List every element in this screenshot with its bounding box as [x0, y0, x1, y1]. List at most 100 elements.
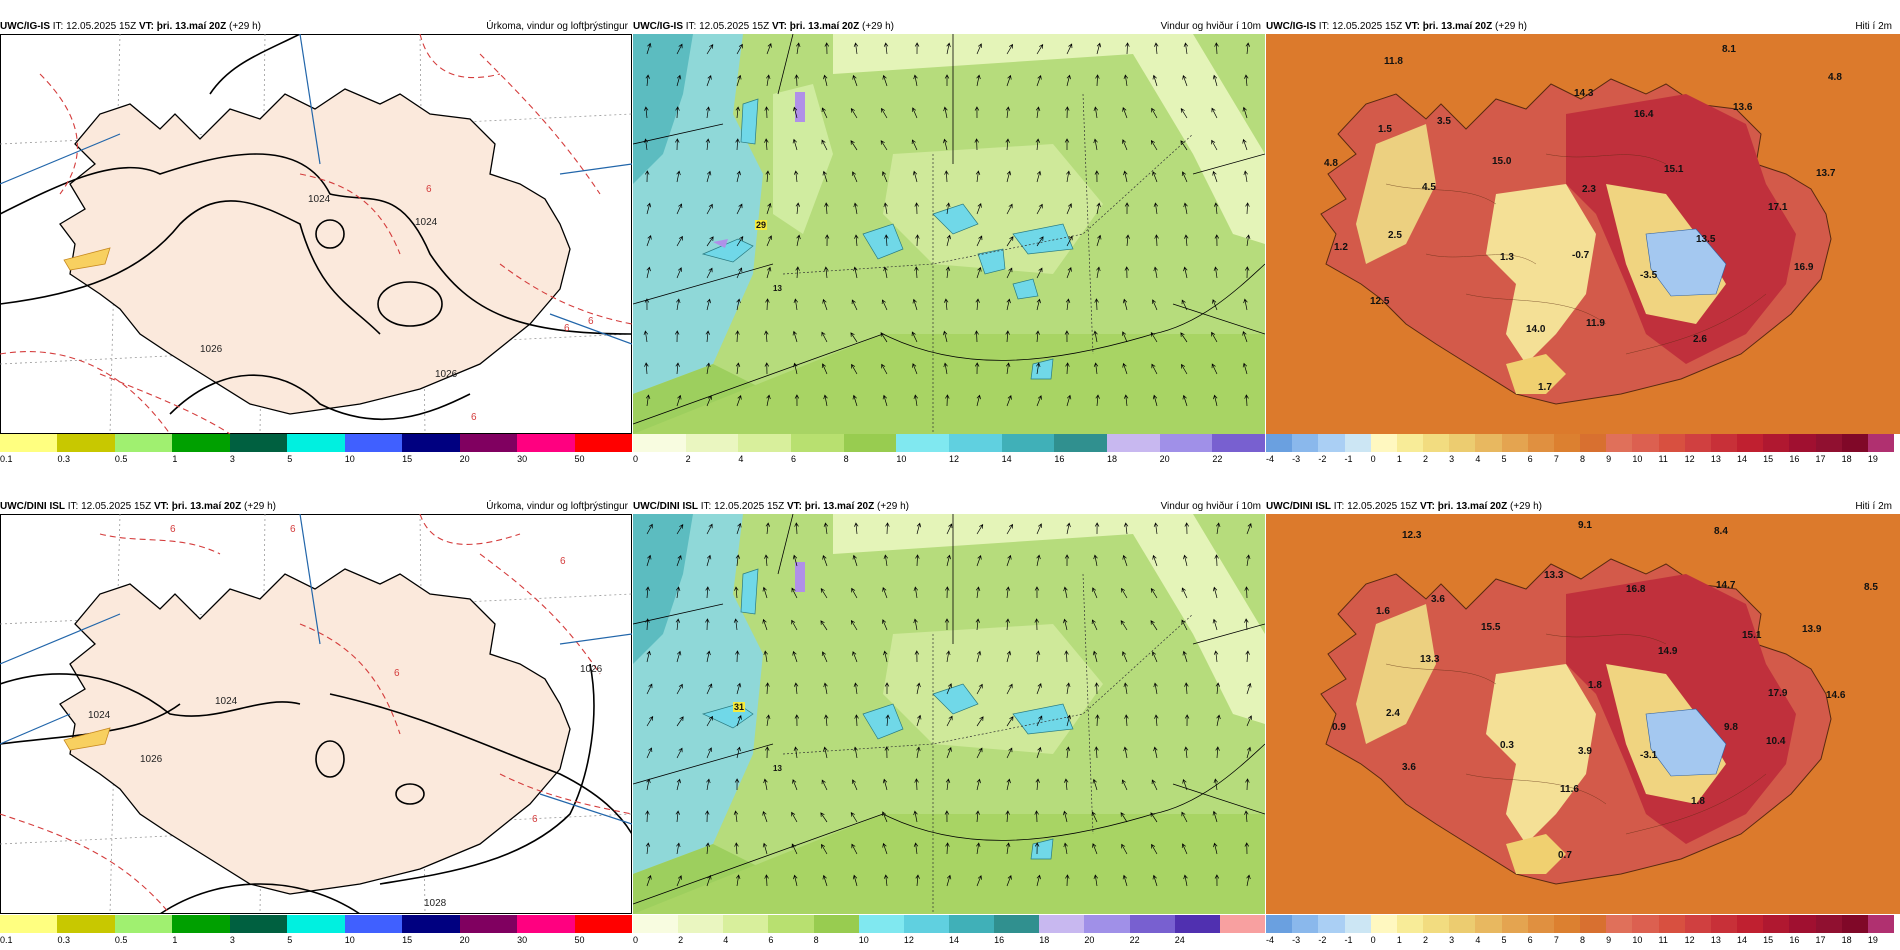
wind-arrow — [1180, 332, 1188, 343]
it-value: 12.05.2025 15Z — [1347, 501, 1418, 512]
wind-arrow — [914, 42, 920, 55]
temp-value: 0.3 — [1500, 740, 1514, 751]
precip-contour-label: 6 — [170, 524, 176, 535]
colorbar-tick-label: 9 — [1606, 935, 1612, 945]
colorbar-tick-label: 22 — [1129, 935, 1140, 945]
colorbar-swatch — [791, 434, 844, 452]
colorbar-tick-label: 19 — [1867, 935, 1878, 945]
wind-arrow — [794, 394, 800, 407]
temp-value: 2.5 — [1388, 230, 1402, 241]
wind-arrow — [850, 812, 858, 823]
temp-value: 8.1 — [1722, 44, 1736, 55]
colorbar-swatch — [1266, 915, 1293, 933]
wind-arrow — [852, 554, 858, 567]
wind-arrow — [1123, 394, 1129, 407]
colorbar-tick-label: 16 — [994, 935, 1005, 945]
wind-arrow — [676, 650, 682, 663]
wind-arrow — [1093, 330, 1098, 343]
wind-arrow — [1063, 618, 1068, 631]
wind-arrow — [1066, 394, 1072, 407]
wind-arrow — [791, 587, 798, 599]
it-value: 12.05.2025 15Z — [66, 21, 137, 32]
wind-arrow — [1066, 267, 1072, 279]
temp-value: 2.6 — [1693, 334, 1707, 345]
wind-arrow — [706, 554, 712, 567]
wind-arrow — [676, 778, 682, 791]
wind-arrow — [1153, 266, 1158, 279]
wind-arrow — [1153, 522, 1159, 535]
colorbar-swatch — [459, 434, 518, 452]
wind-arrow — [733, 618, 739, 631]
model-name: UWC/IG-IS — [0, 21, 50, 32]
wind-arrow — [736, 394, 742, 407]
wind-arrow — [1122, 554, 1128, 567]
wind-arrow — [792, 106, 798, 119]
wind-arrow — [1122, 651, 1128, 663]
colorbar-swatch — [843, 434, 897, 452]
gust-label: 13 — [773, 284, 782, 293]
colorbar-tick-label: 10 — [858, 935, 869, 945]
lead-time: (+29 h) — [862, 21, 894, 32]
wind-arrow — [1121, 587, 1128, 599]
wind-arrow — [1093, 362, 1099, 375]
wind-arrow — [1150, 139, 1158, 151]
wind-arrow — [1006, 43, 1013, 55]
colorbar-tick-label: 15 — [402, 935, 413, 945]
colorbar-swatch — [1841, 434, 1868, 452]
wind-arrow — [823, 682, 828, 695]
colorbar-swatch — [1710, 915, 1738, 933]
wind-arrow — [1124, 266, 1130, 279]
wind-arrow — [676, 875, 682, 887]
wind-arrow — [1154, 42, 1159, 55]
wind-arrow — [1123, 746, 1128, 759]
wind-arrow — [975, 170, 981, 183]
wind-arrow — [734, 778, 740, 791]
wind-arrow — [706, 715, 713, 727]
wind-arrow — [946, 650, 951, 663]
temp-value: 2.3 — [1582, 184, 1596, 195]
colorbar-tick-label: 10 — [896, 454, 907, 464]
wind-arrow — [1006, 74, 1012, 87]
wind-arrow — [1214, 234, 1220, 247]
wind-arrow — [765, 170, 770, 183]
model-name: UWC/DINI ISL — [633, 501, 698, 512]
it-label: IT: — [700, 501, 712, 512]
colorbar-swatch — [1867, 434, 1895, 452]
wind-arrow — [1214, 42, 1219, 55]
wind-arrow — [912, 298, 918, 311]
temperature-colorbar-ticks: -4 -3 -2 -1 0 1 2 3 4 5 6 7 8 9 10 11 12 13 14 15 16 17 18 19 — [1266, 453, 1894, 465]
wind-arrow — [1005, 106, 1011, 119]
wind-arrow — [944, 74, 950, 87]
wind-arrow — [1006, 747, 1013, 759]
wind-arrow — [853, 746, 858, 759]
colorbar-swatch — [1553, 915, 1581, 933]
temperature-colorbar-ticks: -4 -3 -2 -1 0 1 2 3 4 5 6 7 8 9 10 11 12 13 14 15 16 17 18 19 — [1266, 934, 1894, 946]
colorbar-swatch — [1292, 915, 1319, 933]
wind-arrow — [791, 843, 798, 855]
wind-arrow — [823, 266, 829, 279]
wind-arrow — [914, 202, 919, 215]
isobar-label: 1026 — [140, 754, 163, 765]
wind-colorbar — [633, 434, 1266, 452]
wind-arrow — [1246, 746, 1252, 759]
wind-arrow — [880, 332, 888, 343]
wind-arrow — [1063, 842, 1068, 855]
wind-arrow — [794, 74, 799, 87]
wind-arrow — [913, 618, 918, 631]
wind-arrow — [822, 874, 828, 887]
wind-arrow — [792, 779, 798, 791]
colorbar-swatch — [1266, 434, 1293, 452]
wind-arrow — [765, 714, 771, 727]
panel-header: UWC/IG-IS IT: 12.05.2025 15Z VT: þri. 13… — [1266, 20, 1900, 34]
wind-arrow — [914, 650, 920, 663]
wind-arrow — [944, 810, 950, 823]
wind-arrow — [676, 43, 683, 55]
wind-arrow — [822, 554, 828, 567]
wind-arrow — [1006, 395, 1012, 407]
wind-arrow — [1064, 330, 1070, 343]
wind-arrow — [1183, 746, 1189, 759]
wind-arrow — [1125, 42, 1130, 55]
wind-arrow — [1213, 266, 1219, 279]
wind-arrow — [1245, 778, 1250, 791]
wind-arrow — [705, 842, 710, 855]
